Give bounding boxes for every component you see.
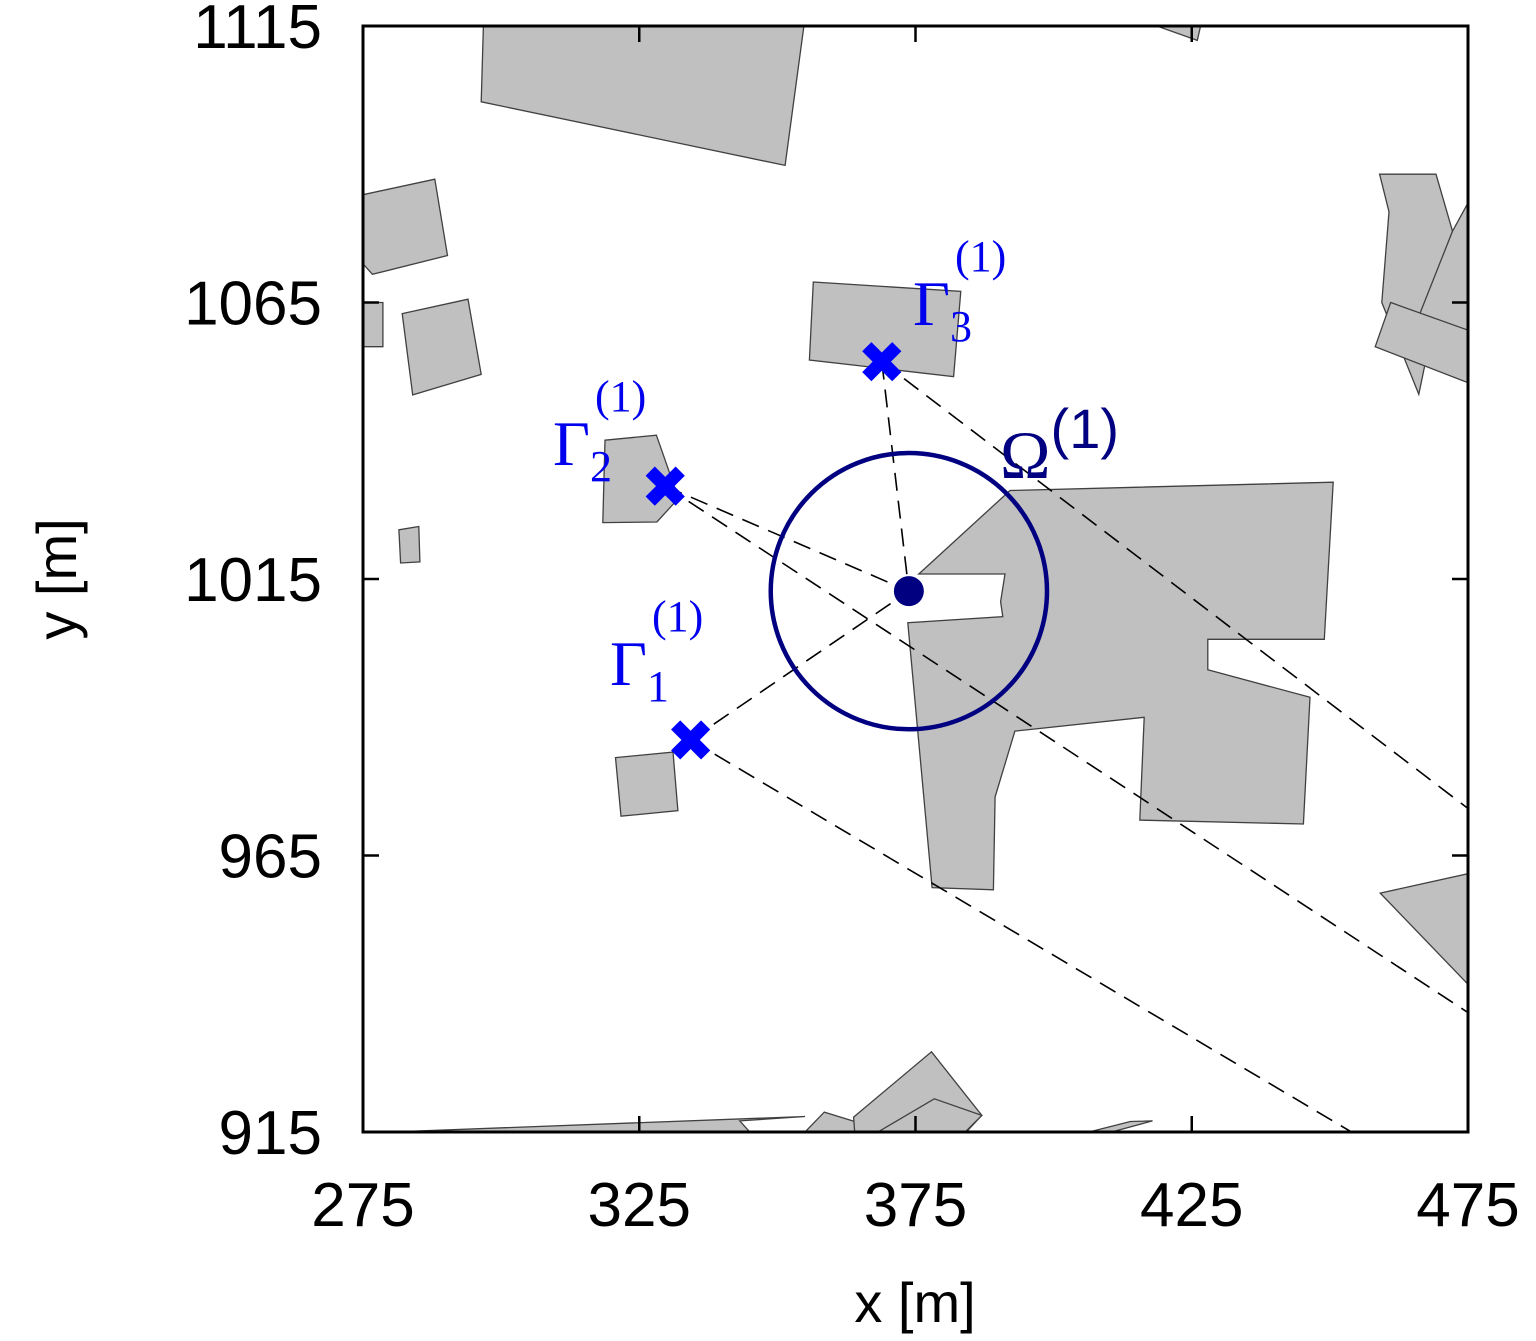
building [1374,301,1468,384]
x-tick-label: 275 [311,1171,414,1240]
building [390,1115,806,1132]
building [1378,873,1468,986]
region-circle [768,450,1050,732]
building [907,481,1334,891]
point-label-gamma-3: Γ3(1) [913,232,1006,351]
building [480,26,805,167]
y-tick-label: 1115 [193,0,322,62]
point-label-gamma-1: Γ1(1) [610,592,703,711]
y-axis-title: y [m] [25,518,88,639]
x-marker [862,342,902,382]
y-tick-label: 1065 [184,270,322,339]
region-center-point [893,576,924,607]
sight-line [881,361,910,592]
building [1417,202,1468,331]
tick-labels: 275 325 375 425 475 915 965 1015 1065 1115 [184,0,1520,1240]
x-tick-label: 425 [1140,1171,1243,1240]
point-label-gamma-2: Γ2(1) [553,372,646,491]
x-axis-title: x [m] [854,1271,975,1334]
building [1156,26,1202,42]
x-tick-label: 325 [588,1171,691,1240]
x-tick-label: 475 [1416,1171,1519,1240]
y-tick-label: 1015 [184,546,322,615]
sight-line [664,485,1468,1014]
x-marker [645,466,685,506]
y-tick-label: 915 [219,1099,322,1168]
building [401,298,482,396]
sight-line [881,361,1468,810]
building [398,525,421,564]
region-omega [768,450,1050,732]
sight-line [690,739,1352,1132]
building [614,751,679,817]
buildings [363,26,1468,1132]
building [363,301,384,348]
annotations: Γ1(1) Γ2(1) Γ3(1) Ω(1) [553,232,1119,711]
building [1088,1120,1153,1132]
building [808,281,962,378]
x-tick-label: 375 [864,1171,967,1240]
region-label-omega: Ω(1) [1000,397,1119,493]
building [363,178,449,276]
x-marker [671,720,711,760]
axis-ticks [361,24,1470,1134]
sight-line [690,590,910,741]
sight-lines [664,361,1468,1132]
markers [645,342,902,760]
y-tick-label: 965 [219,823,322,892]
building [876,1098,983,1132]
sight-line [664,485,910,592]
